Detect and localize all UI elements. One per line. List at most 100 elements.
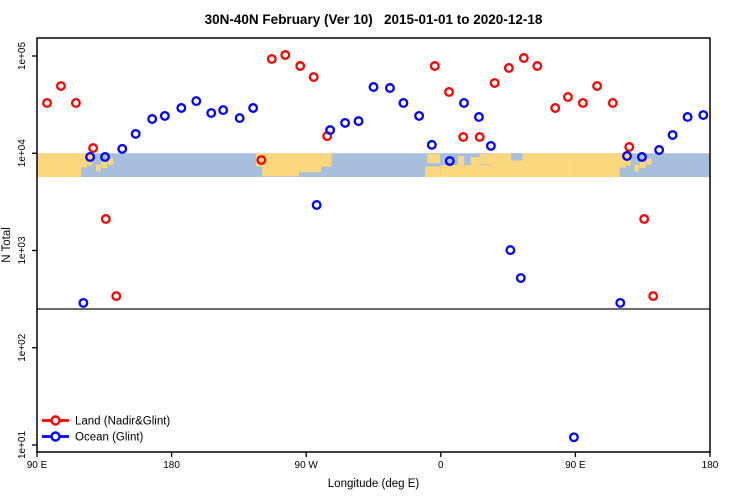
- map-land: [470, 157, 480, 167]
- x-tick-label: 90 W: [295, 460, 319, 471]
- ocean-data-point: [622, 151, 632, 161]
- ocean-data-point: [340, 117, 351, 128]
- ocean-data-point: [159, 110, 170, 121]
- land-data-point: [88, 143, 99, 154]
- land-data-point: [266, 54, 277, 64]
- map-land: [37, 153, 88, 177]
- y-tick-label: 1e+05: [17, 42, 28, 71]
- land-data-point: [532, 61, 543, 71]
- land-data-point: [550, 103, 561, 113]
- ocean-data-point: [414, 110, 425, 121]
- y-tick-label: 1e+03: [17, 236, 28, 265]
- ocean-data-point: [78, 297, 89, 308]
- map-land: [108, 158, 114, 165]
- ocean-data-point: [206, 108, 217, 119]
- ocean-data-point: [515, 273, 526, 283]
- land-data-point: [100, 214, 111, 224]
- ocean-data-point: [473, 112, 484, 122]
- map-land: [425, 166, 441, 177]
- map-sea: [81, 167, 88, 177]
- ocean-data-point: [682, 112, 693, 122]
- ocean-data-point: [398, 98, 409, 108]
- ocean-data-point: [85, 152, 96, 162]
- map-land: [101, 161, 108, 168]
- ocean-data-point: [218, 105, 229, 116]
- land-data-point: [280, 50, 291, 60]
- ocean-data-point: [311, 200, 322, 210]
- land-data-point: [639, 214, 650, 224]
- land-data-point: [648, 291, 659, 302]
- land-data-point: [429, 61, 440, 71]
- ocean-data-point: [505, 245, 516, 256]
- x-tick-label: 180: [163, 460, 180, 471]
- ocean-data-point: [117, 143, 128, 154]
- ocean-data-point: [191, 96, 202, 107]
- ocean-data-point: [667, 130, 678, 140]
- land-data-point: [518, 53, 529, 63]
- ocean-data-point: [615, 297, 626, 308]
- land-data-point: [308, 72, 319, 82]
- ocean-data-point: [485, 140, 496, 151]
- y-tick-label: 1e+01: [17, 431, 28, 460]
- ocean-data-point: [637, 152, 647, 162]
- ocean-data-point: [444, 156, 455, 166]
- ocean-data-point: [459, 98, 469, 108]
- land-data-point: [489, 78, 500, 89]
- ocean-data-point: [698, 110, 709, 121]
- map-land: [298, 166, 322, 173]
- land-data-point: [577, 98, 588, 108]
- legend-symbol-ocean: [50, 431, 61, 442]
- land-data-point: [444, 86, 454, 97]
- map-sea: [511, 153, 523, 161]
- map-land: [646, 158, 652, 165]
- map-land: [639, 161, 646, 168]
- ocean-data-point: [176, 103, 187, 113]
- land-data-point: [295, 61, 306, 71]
- land-data-point: [42, 98, 52, 108]
- ocean-data-point: [248, 103, 259, 113]
- map-land: [262, 166, 299, 177]
- x-tick-label: 180: [702, 460, 719, 471]
- land-data-point: [256, 155, 267, 165]
- legend-label-land: Land (Nadir&Glint): [75, 416, 170, 428]
- ocean-data-point: [568, 432, 579, 443]
- map-land: [491, 153, 576, 177]
- ocean-data-point: [325, 125, 336, 136]
- ocean-data-point: [368, 82, 379, 92]
- map-land: [96, 164, 101, 172]
- ocean-data-point: [234, 113, 245, 124]
- land-data-point: [111, 291, 122, 302]
- land-data-point: [458, 132, 469, 142]
- land-data-point: [503, 63, 514, 73]
- ocean-data-point: [654, 145, 665, 155]
- map-land: [440, 165, 495, 177]
- ocean-data-point: [385, 83, 395, 93]
- map-land: [427, 154, 441, 164]
- map-land: [575, 153, 626, 177]
- y-tick-label: 1e+02: [17, 333, 28, 362]
- x-tick-label: 90 E: [27, 460, 48, 471]
- legend-symbol-land: [50, 415, 61, 426]
- land-data-point: [55, 81, 66, 91]
- land-data-point: [592, 81, 603, 91]
- ocean-data-point: [353, 116, 364, 127]
- land-data-point: [474, 132, 485, 142]
- ocean-data-point: [147, 114, 158, 124]
- plot-border: [36, 37, 711, 453]
- land-data-point: [70, 98, 81, 108]
- x-tick-label: 90 E: [565, 460, 586, 471]
- map-land: [256, 153, 332, 167]
- land-data-point: [562, 92, 573, 102]
- y-axis-label: N Total: [1, 227, 13, 263]
- land-data-point: [624, 142, 635, 152]
- ocean-data-point: [100, 152, 110, 162]
- map-sea: [619, 167, 626, 177]
- map-land: [457, 156, 464, 166]
- y-tick-label: 1e+04: [17, 139, 28, 168]
- chart-title: 30N-40N February (Ver 10) 2015-01-01 to …: [205, 12, 543, 27]
- x-axis-label: Longitude (deg E): [328, 478, 420, 490]
- map-land: [634, 164, 639, 172]
- x-tick-label: 0: [438, 460, 444, 471]
